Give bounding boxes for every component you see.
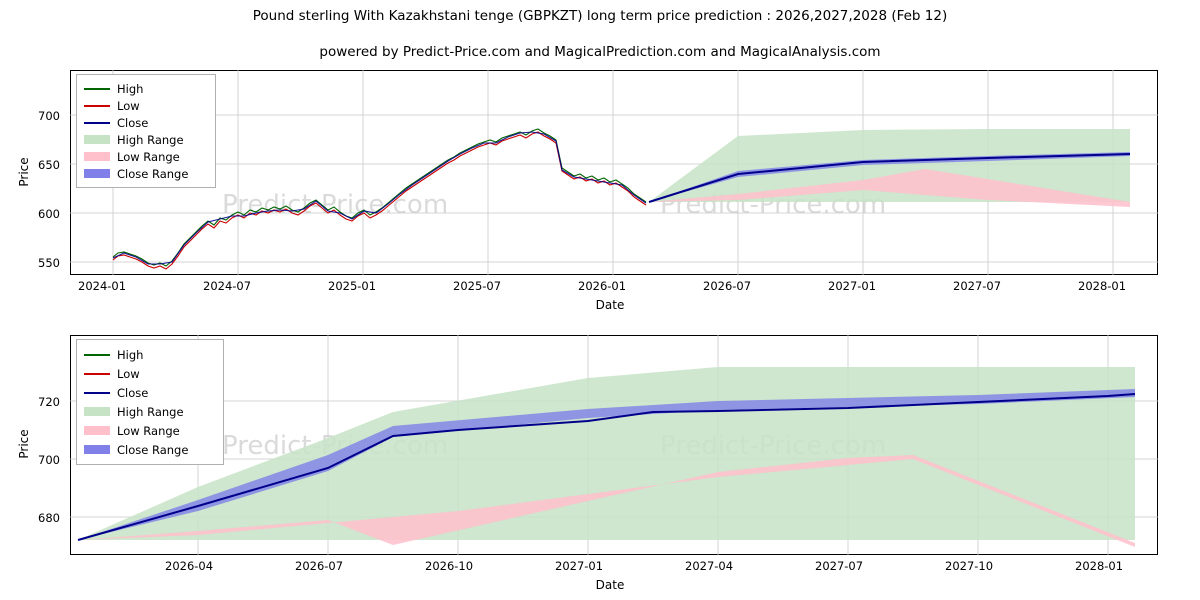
legend-key-low-range-patch	[84, 151, 110, 162]
legend-item-close-range-2: Close Range	[84, 440, 216, 459]
bottom-xtick-7: 2028-01	[1075, 559, 1124, 573]
legend-key-low-line	[84, 100, 110, 111]
legend-key-close-range-patch	[84, 168, 110, 179]
legend-key-high-range-patch	[84, 134, 110, 145]
top-xtick-7: 2027-07	[953, 279, 1002, 293]
top-xtick-3: 2025-07	[453, 279, 502, 293]
legend-key-high-line	[84, 83, 110, 94]
legend-item-low: Low	[84, 97, 208, 114]
top-xtick-0: 2024-01	[78, 279, 127, 293]
bottom-high-range-band	[78, 367, 1135, 540]
legend-item-high-range: High Range	[84, 131, 208, 148]
legend-item-high-range-2: High Range	[84, 402, 216, 421]
legend-item-low-range-2: Low Range	[84, 421, 216, 440]
bottom-ytick-680: 680	[38, 511, 60, 525]
legend-key-low-line-2	[84, 368, 110, 379]
legend-label-close-range-2: Close Range	[117, 442, 189, 457]
page-subtitle: powered by Predict-Price.com and Magical…	[319, 44, 881, 60]
bottom-xtick-4: 2027-04	[685, 559, 734, 573]
top-xtick-6: 2027-01	[828, 279, 877, 293]
legend-label-close-range: Close Range	[117, 166, 189, 181]
bottom-low-range-band	[78, 455, 1135, 547]
top-low-range-band	[649, 169, 1130, 207]
bottom-xtick-3: 2027-01	[555, 559, 604, 573]
top-ytick-700: 700	[38, 109, 60, 123]
bottom-yaxis-label: Price	[17, 429, 31, 459]
top-gridlines	[70, 70, 1158, 275]
bottom-xtick-6: 2027-10	[945, 559, 994, 573]
legend-item-close-range: Close Range	[84, 165, 208, 182]
legend-item-high-2: High	[84, 345, 216, 364]
bottom-ytick-720: 720	[38, 395, 60, 409]
legend-item-close-2: Close	[84, 383, 216, 402]
legend-label-low-2: Low	[117, 366, 140, 381]
top-xtick-4: 2026-01	[578, 279, 627, 293]
legend-label-low-range: Low Range	[117, 149, 180, 164]
legend-label-high-2: High	[117, 347, 144, 362]
top-close-forecast-line	[648, 153, 1131, 203]
top-xtick-5: 2026-07	[703, 279, 752, 293]
bottom-legend: High Low Close High Range Low Range Clos…	[76, 339, 224, 465]
legend-label-high-range: High Range	[117, 132, 184, 147]
legend-item-close: Close	[84, 114, 208, 131]
top-yaxis-label: Price	[17, 157, 31, 187]
top-xaxis-label: Date	[595, 298, 625, 312]
top-ytick-650: 650	[38, 158, 60, 172]
legend-item-high: High	[84, 80, 208, 97]
legend-key-high-line-2	[84, 349, 110, 360]
bottom-chart-svg	[70, 335, 1158, 555]
legend-item-low-2: Low	[84, 364, 216, 383]
legend-label-close: Close	[117, 115, 149, 130]
legend-key-low-range-patch-2	[84, 425, 110, 436]
bottom-xtick-1: 2026-07	[295, 559, 344, 573]
legend-key-close-range-patch-2	[84, 444, 110, 455]
legend-key-close-line	[84, 117, 110, 128]
top-close-line-history	[112, 131, 647, 265]
bottom-close-line	[77, 393, 1136, 541]
legend-key-close-line-2	[84, 387, 110, 398]
bottom-ytick-700: 700	[38, 453, 60, 467]
bottom-xaxis-label: Date	[595, 578, 625, 592]
top-xtick-2: 2025-01	[328, 279, 377, 293]
legend-label-high: High	[117, 81, 144, 96]
top-xtick-8: 2028-01	[1078, 279, 1127, 293]
top-chart-svg	[70, 70, 1158, 275]
top-ytick-550: 550	[38, 256, 60, 270]
legend-item-low-range: Low Range	[84, 148, 208, 165]
legend-key-high-range-patch-2	[84, 406, 110, 417]
top-chart-panel: Predict-Price.com Predict-Price.com	[0, 60, 1200, 312]
bottom-xtick-5: 2027-07	[815, 559, 864, 573]
legend-label-low-range-2: Low Range	[117, 423, 180, 438]
page-title: Pound sterling With Kazakhstani tenge (G…	[252, 8, 948, 24]
top-legend: High Low Close High Range Low Range Clos…	[76, 74, 216, 188]
top-ytick-600: 600	[38, 207, 60, 221]
top-xtick-1: 2024-07	[203, 279, 252, 293]
bottom-xtick-0: 2026-04	[165, 559, 214, 573]
bottom-xtick-2: 2026-10	[425, 559, 474, 573]
legend-label-low: Low	[117, 98, 140, 113]
legend-label-close-2: Close	[117, 385, 149, 400]
bottom-chart-panel: Predict-Price.com Predict-Price.com	[0, 325, 1200, 600]
legend-label-high-range-2: High Range	[117, 404, 184, 419]
